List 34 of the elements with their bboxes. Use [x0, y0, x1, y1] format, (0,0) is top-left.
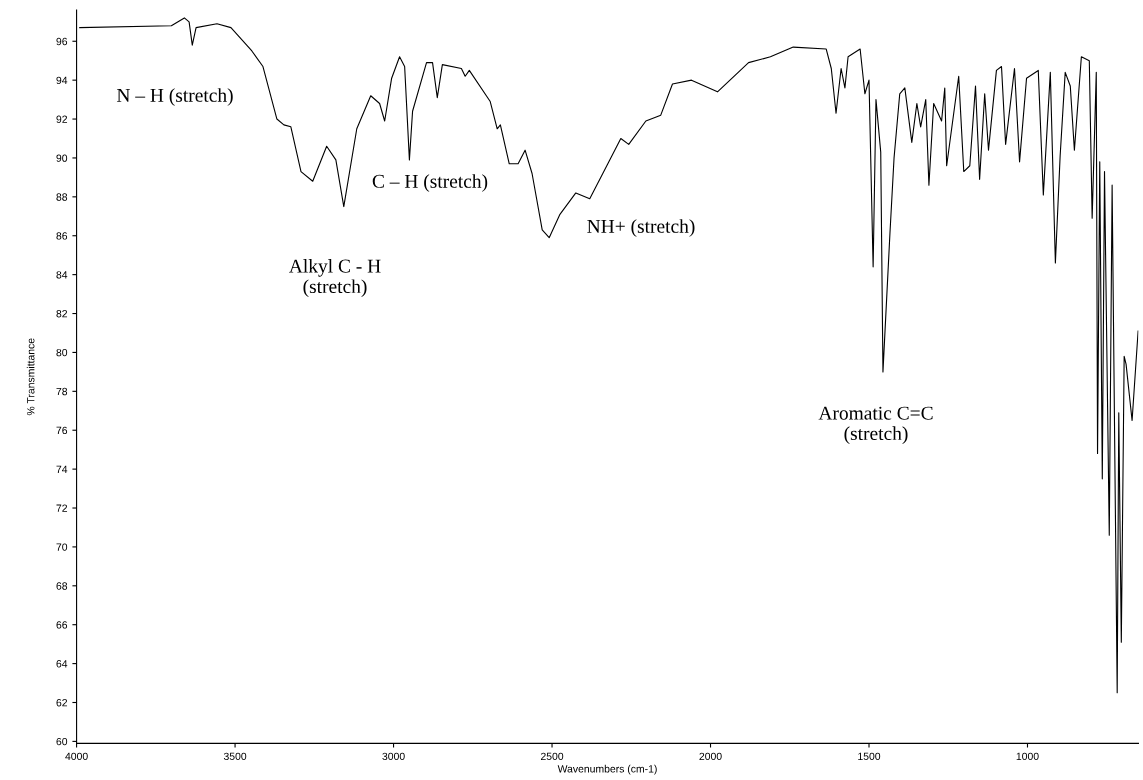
- annotation: Alkyl C - H (stretch): [289, 258, 381, 298]
- line-series: [79, 17, 1139, 694]
- x-tick-label: 3500: [223, 752, 247, 761]
- x-tick-label: 3000: [382, 752, 405, 761]
- y-tick-label: 66: [56, 621, 68, 629]
- y-tick-label: 80: [56, 348, 68, 357]
- y-axis-title: % Transmittance: [26, 338, 35, 416]
- y-tick-label: 64: [56, 660, 68, 668]
- y-tick-label: 70: [56, 543, 68, 551]
- y-tick-label: 96: [56, 37, 68, 46]
- annotation: NH+ (stretch): [587, 219, 695, 237]
- annotation: N – H (stretch): [116, 88, 233, 106]
- x-axis-title: Wavenumbers (cm-1): [557, 764, 657, 775]
- y-tick-label: 88: [56, 193, 68, 201]
- y-tick-label: 94: [56, 76, 68, 85]
- x-tick-label: 1000: [1016, 752, 1039, 761]
- y-tick-label: 76: [56, 426, 68, 435]
- y-tick-label: 84: [56, 271, 68, 279]
- y-tick-label: 78: [56, 387, 68, 396]
- y-tick-label: 68: [56, 582, 68, 590]
- y-tick-label: 60: [56, 737, 68, 746]
- annotation: C – H (stretch): [372, 174, 488, 192]
- y-tick-label: 92: [56, 115, 68, 123]
- y-tick-label: 72: [56, 504, 68, 512]
- x-tick-label: 4000: [65, 752, 88, 761]
- y-tick-label: 90: [56, 154, 68, 162]
- x-tick-label: 1500: [858, 752, 881, 761]
- x-tick-label: 2000: [699, 752, 722, 761]
- y-tick-label: 62: [56, 699, 68, 707]
- x-tick-label: 2500: [540, 752, 564, 761]
- y-tick-label: 74: [56, 465, 68, 473]
- y-tick-label: 82: [56, 310, 68, 318]
- annotation: Aromatic C=C (stretch): [818, 406, 933, 444]
- y-tick-label: 86: [56, 232, 68, 240]
